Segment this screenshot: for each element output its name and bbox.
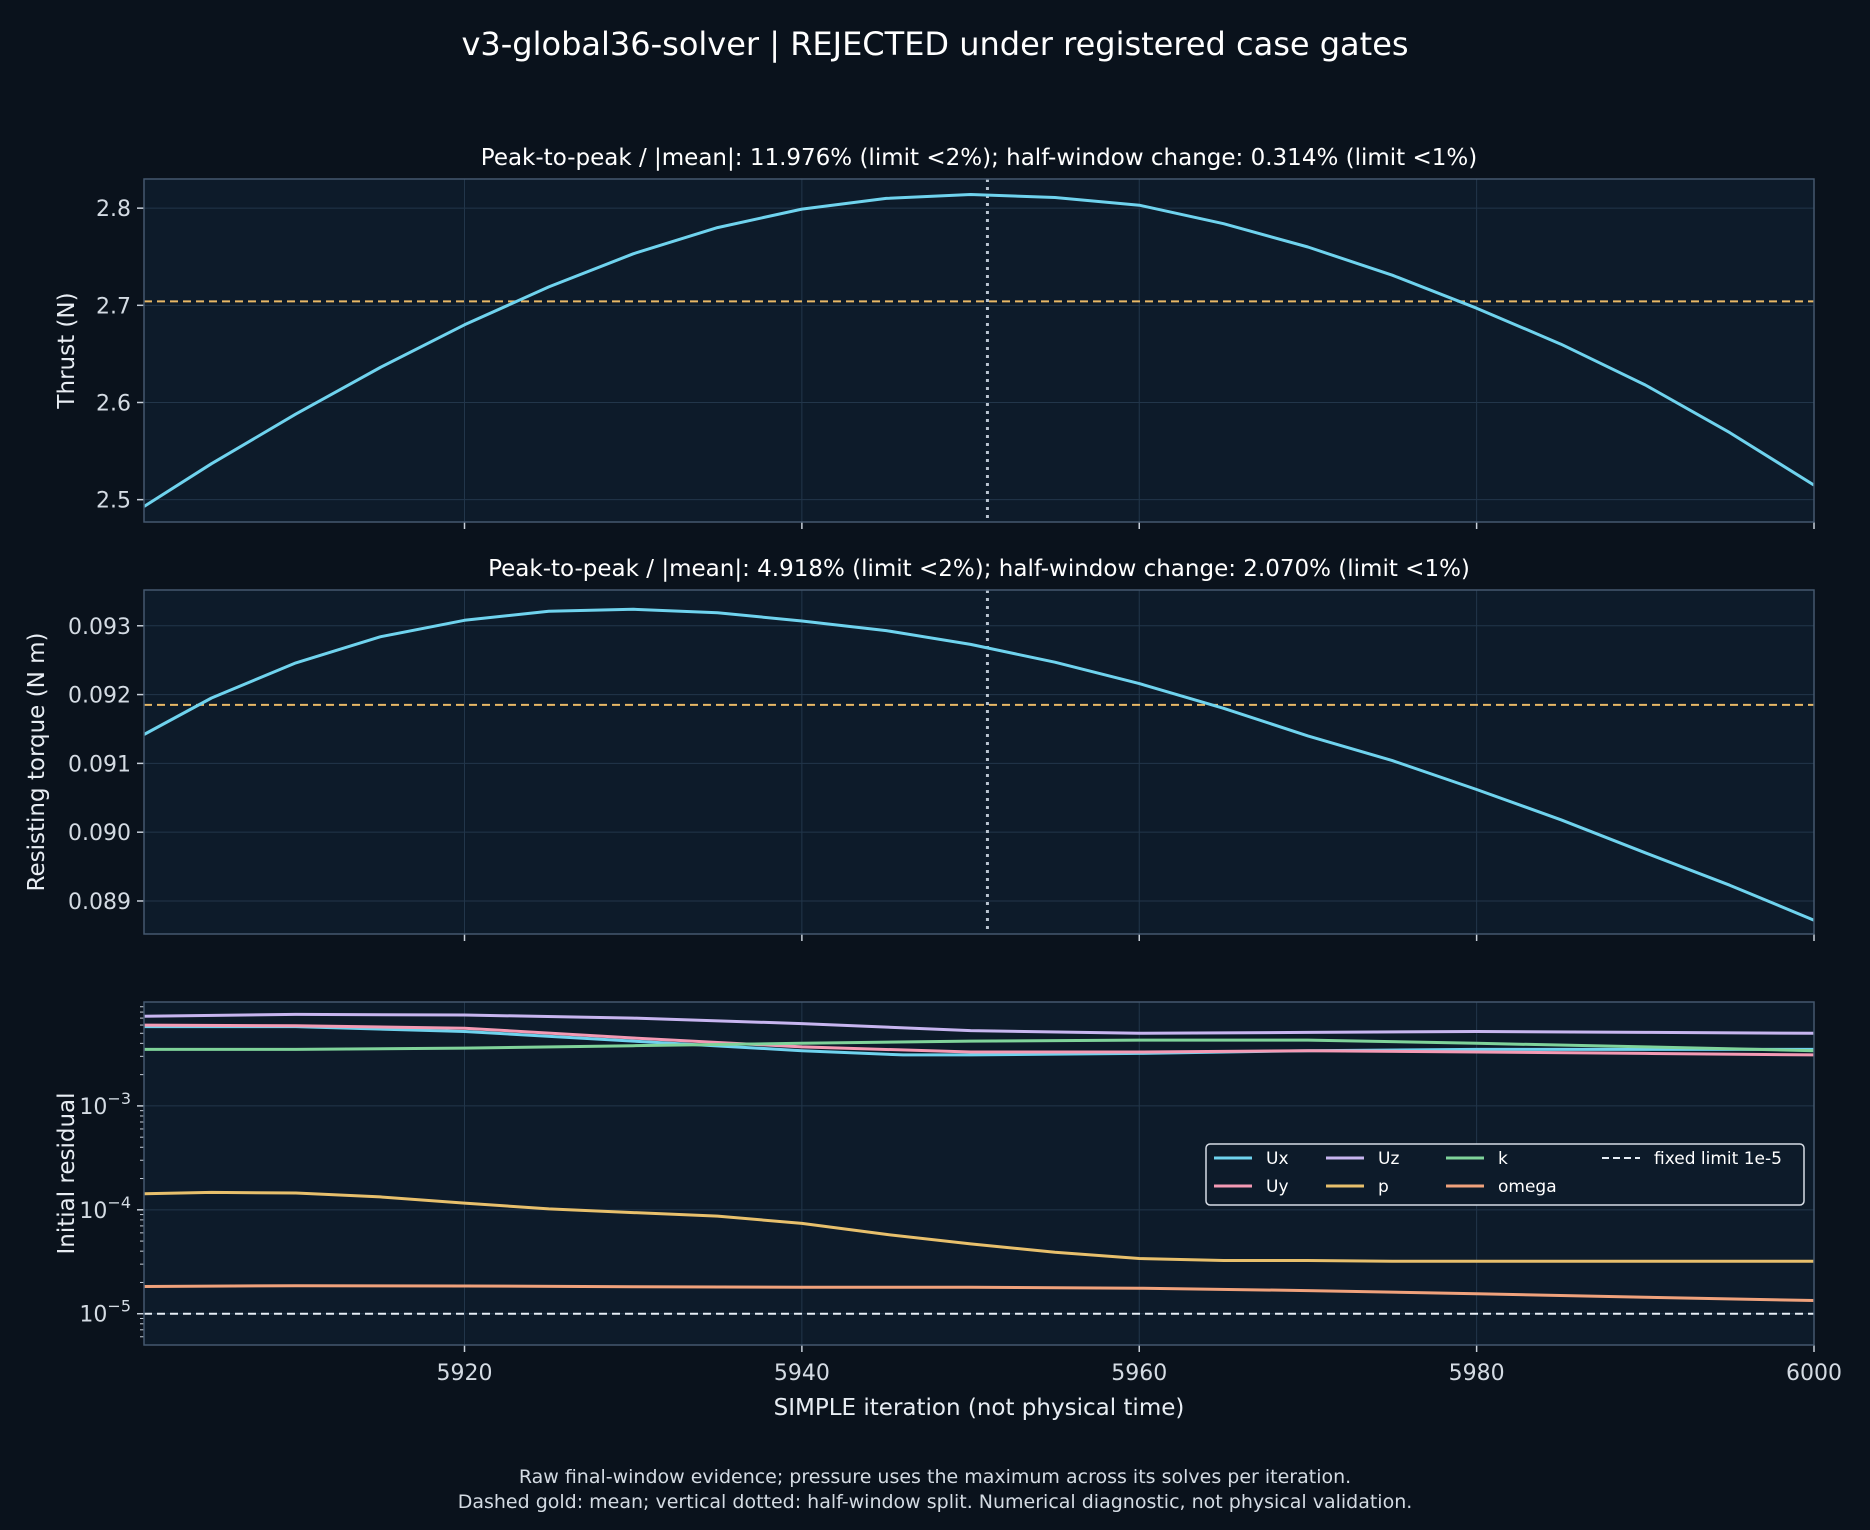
panel-2: 0.089 0.090 0.091 0.092 0.093 Peak-to-peak / … (24, 556, 1815, 941)
chart-panels: 2.5 2.6 2.7 2.8 Peak-to-peak / |mean|: 11.97… (24, 145, 1842, 1421)
x-axis-label: SIMPLE iteration (not physical time) (774, 1395, 1185, 1421)
y-axis-label: Resisting torque (N m) (24, 633, 50, 892)
panel-3: 5920 5940 5960 5980 6000 10−5 10−4 10−3Initial … (54, 1001, 1842, 1421)
axes-frame (143, 1001, 1815, 1346)
series-line-data (144, 193, 1814, 508)
panel-title: Peak-to-peak / |mean|: 4.918% (limit <2%… (488, 556, 1470, 582)
legend-label: p (1378, 1177, 1389, 1197)
figure-suptitle: v3-global36-solver | REJECTED under regi… (461, 25, 1408, 63)
x-tick-label: 5960 (1111, 1361, 1167, 1386)
series-line-data (144, 607, 1814, 922)
legend: Ux Uy Uz p k omega fixed limit 1e-5 (1205, 1143, 1805, 1206)
panel-1: 2.5 2.6 2.7 2.8 Peak-to-peak / |mean|: 11.97… (54, 145, 1815, 529)
series-line-omega (144, 1284, 1814, 1302)
y-tick-label: 10−4 (79, 1193, 131, 1224)
x-tick-label: 5940 (774, 1361, 830, 1386)
series-line-k (144, 1038, 1814, 1053)
y-tick-label: 10−5 (79, 1297, 131, 1328)
axes-background-2 (144, 590, 1814, 934)
legend-label: fixed limit 1e-5 (1654, 1149, 1782, 1169)
footnote-line-1: Raw final-window evidence; pressure uses… (519, 1466, 1351, 1488)
y-tick-label: 2.6 (96, 391, 131, 416)
legend-label: Uz (1378, 1149, 1399, 1169)
y-tick-label: 0.091 (68, 752, 131, 777)
series-line-uy (144, 1023, 1814, 1057)
y-tick-label: 10−3 (79, 1089, 131, 1120)
legend-label: Uy (1266, 1177, 1289, 1197)
axes-frame (143, 589, 1815, 935)
axes-frame (143, 178, 1815, 523)
x-tick-label: 5920 (437, 1361, 493, 1386)
panel-title: Peak-to-peak / |mean|: 11.976% (limit <2… (481, 145, 1477, 171)
x-tick-label: 6000 (1786, 1361, 1842, 1386)
y-tick-label: 2.5 (96, 489, 131, 514)
y-tick-label: 0.089 (68, 890, 131, 915)
y-axis-label: Thrust (N) (54, 292, 80, 409)
y-tick-label: 0.090 (68, 821, 131, 846)
y-tick-label: 2.8 (96, 197, 131, 222)
series-line-uz (144, 1012, 1814, 1035)
y-tick-label: 2.7 (96, 294, 131, 319)
axes-background-1 (144, 179, 1814, 522)
footnote-line-2: Dashed gold: mean; vertical dotted: half… (458, 1491, 1413, 1513)
legend-label: Ux (1266, 1149, 1289, 1169)
y-tick-label: 0.092 (68, 684, 131, 709)
x-tick-label: 5980 (1449, 1361, 1505, 1386)
legend-label: omega (1498, 1177, 1557, 1197)
y-axis-label: Initial residual (54, 1092, 80, 1254)
series-line-p (144, 1190, 1814, 1263)
legend-label: k (1498, 1149, 1508, 1169)
y-tick-label: 0.093 (68, 615, 131, 640)
series-line-ux (144, 1025, 1814, 1057)
